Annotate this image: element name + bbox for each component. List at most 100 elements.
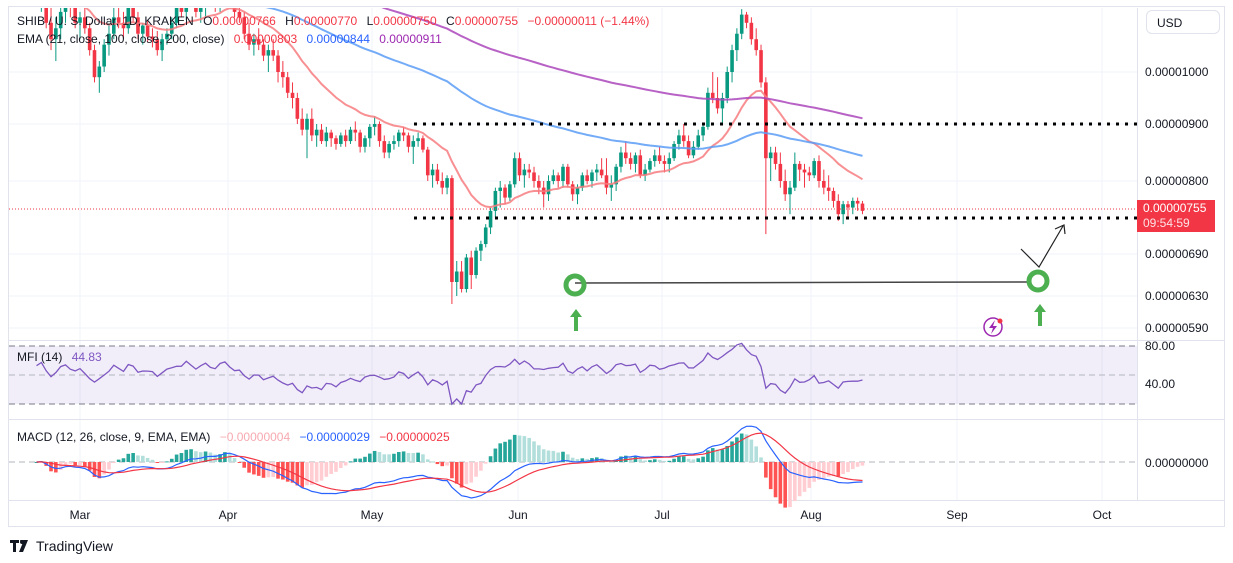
candle-body bbox=[464, 257, 469, 289]
candle-body bbox=[556, 175, 560, 181]
macd-histogram-bar bbox=[619, 456, 623, 462]
candle-body bbox=[677, 135, 681, 144]
candle-body bbox=[488, 210, 493, 228]
candle-body bbox=[363, 138, 367, 147]
candle-body bbox=[300, 118, 304, 130]
macd-histogram-bar bbox=[493, 448, 498, 462]
candle-body bbox=[184, 8, 189, 12]
macd-histogram-bar bbox=[541, 449, 546, 462]
macd-histogram-bar bbox=[739, 433, 744, 462]
candle-body bbox=[194, 8, 198, 12]
macd-histogram-bar bbox=[454, 462, 459, 484]
candle-body bbox=[155, 39, 160, 51]
macd-histogram-bar bbox=[464, 462, 469, 485]
macd-histogram-bar bbox=[512, 434, 517, 462]
macd-histogram-bar bbox=[140, 455, 145, 462]
macd-histogram-value: −0.00000004 bbox=[219, 430, 291, 444]
candle-body bbox=[512, 158, 517, 185]
macd-histogram-bar bbox=[551, 450, 556, 462]
tradingview-logo[interactable]: TradingView bbox=[10, 538, 113, 554]
candle-body bbox=[179, 8, 184, 12]
candle-body bbox=[261, 44, 266, 56]
symbol-legend: SHIB / U. S. Dollar, 1D, KRAKEN O0.00000… bbox=[17, 14, 655, 28]
candle-body bbox=[445, 178, 449, 188]
candle-body bbox=[498, 187, 503, 191]
projection-arrow-icon bbox=[1020, 224, 1066, 268]
candle-body bbox=[382, 141, 387, 153]
macd-histogram-bar bbox=[715, 449, 720, 462]
candle-body bbox=[720, 98, 725, 109]
last-price-value: 0.00000755 bbox=[1143, 201, 1207, 215]
signal-line bbox=[36, 432, 863, 493]
macd-histogram-bar bbox=[165, 461, 169, 463]
time-tick-oct: Oct bbox=[1092, 508, 1112, 522]
macd-histogram-bar bbox=[83, 462, 87, 467]
time-tick-aug: Aug bbox=[800, 508, 822, 522]
macd-histogram-bar bbox=[411, 452, 416, 462]
ema21-value: 0.00000803 bbox=[233, 32, 298, 46]
macd-histogram-bar bbox=[237, 462, 242, 463]
change-value: −0.00000011 (−1.44%) bbox=[527, 14, 650, 28]
macd-line bbox=[36, 425, 863, 499]
ema21-line bbox=[84, 8, 864, 209]
macd-histogram-bar bbox=[58, 462, 63, 470]
macd-histogram-bar bbox=[261, 462, 266, 478]
candle-body bbox=[773, 152, 778, 164]
macd-histogram-bar bbox=[425, 459, 430, 462]
macd-histogram-bar bbox=[377, 451, 382, 462]
candle-body bbox=[425, 149, 430, 176]
candle-body bbox=[706, 92, 710, 127]
candle-body bbox=[396, 132, 401, 142]
macd-histogram-bar bbox=[382, 454, 387, 462]
candle-body bbox=[305, 118, 309, 130]
candle-body bbox=[599, 169, 604, 176]
candle-body bbox=[662, 161, 667, 164]
macd-histogram-bar bbox=[483, 462, 488, 464]
candle-body bbox=[459, 271, 464, 289]
mfi-title[interactable]: MFI (14) bbox=[17, 350, 63, 364]
candle-body bbox=[116, 17, 121, 23]
symbol-title[interactable]: SHIB / U. S. Dollar, 1D, KRAKEN bbox=[17, 14, 194, 28]
macd-title[interactable]: MACD (12, 26, close, 9, EMA, EMA) bbox=[17, 430, 211, 444]
macd-histogram-bar bbox=[126, 453, 131, 462]
candle-body bbox=[681, 135, 686, 142]
bar-countdown: 09:54:59 bbox=[1143, 216, 1190, 230]
price-tick: 0.00000630 bbox=[1145, 289, 1209, 303]
macd-histogram-bar bbox=[778, 462, 783, 504]
candle-body bbox=[218, 0, 222, 6]
candle-body bbox=[44, 8, 48, 23]
candle-body bbox=[532, 172, 536, 181]
candle-body bbox=[628, 158, 633, 164]
macd-histogram-bar bbox=[68, 462, 73, 464]
macd-histogram-bar bbox=[648, 460, 652, 462]
macd-histogram-bar bbox=[580, 458, 585, 462]
candle-body bbox=[595, 169, 599, 173]
macd-histogram-bar bbox=[822, 462, 826, 479]
candle-body bbox=[474, 250, 478, 275]
macd-histogram-bar bbox=[421, 454, 425, 462]
macd-histogram-bar bbox=[667, 460, 672, 462]
macd-histogram-bar bbox=[184, 449, 189, 462]
macd-histogram-bar bbox=[430, 461, 435, 463]
currency-button[interactable]: USD bbox=[1146, 10, 1220, 34]
macd-histogram-bar bbox=[54, 462, 58, 473]
lightning-badge-icon bbox=[983, 317, 1003, 337]
candle-body bbox=[213, 1, 217, 6]
macd-histogram-bar bbox=[508, 439, 512, 462]
candle-body bbox=[657, 155, 662, 162]
candle-body bbox=[78, 17, 82, 23]
candle-body bbox=[247, 33, 251, 45]
macd-histogram-bar bbox=[440, 462, 445, 467]
candle-body bbox=[575, 187, 580, 195]
macd-histogram-bar bbox=[474, 462, 478, 477]
macd-histogram-bar bbox=[672, 458, 676, 462]
macd-histogram-bar bbox=[116, 459, 121, 462]
candle-body bbox=[295, 98, 300, 119]
candle-body bbox=[121, 22, 126, 29]
candle-body bbox=[131, 8, 135, 18]
ema-title[interactable]: EMA (21, close, 100, close, 200, close) bbox=[17, 32, 225, 46]
candle-body bbox=[454, 271, 459, 282]
macd-histogram-bar bbox=[860, 462, 865, 466]
low-label: L bbox=[366, 14, 374, 28]
